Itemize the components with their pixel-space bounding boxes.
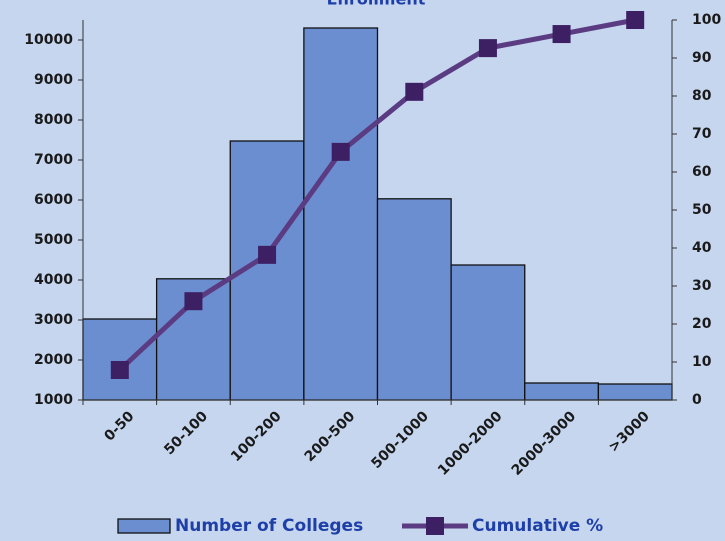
y-tick-label: 1000 <box>34 392 73 408</box>
y-tick-label: 9000 <box>34 72 73 88</box>
legend-label: Cumulative % <box>472 516 603 536</box>
y2-tick-label: 40 <box>692 240 712 256</box>
bar <box>524 382 600 401</box>
y-tick-label: 2000 <box>34 352 73 368</box>
y2-tick-label: 10 <box>692 354 712 370</box>
y-tick-label: 6000 <box>34 192 73 208</box>
y2-tick-label: 100 <box>692 12 721 28</box>
legend-swatch <box>117 518 171 534</box>
bar <box>376 198 452 401</box>
marker <box>184 292 203 311</box>
y-tick-label: 8000 <box>34 112 73 128</box>
y2-tick-label: 20 <box>692 316 712 332</box>
x-tick-label: 500-1000 <box>368 408 432 472</box>
marker <box>331 142 350 161</box>
bar <box>450 264 526 401</box>
x-tick-label: >3000 <box>606 408 653 455</box>
y2-tick-label: 80 <box>692 88 712 104</box>
marker <box>258 245 277 264</box>
y2-tick-label: 0 <box>692 392 702 408</box>
x-tick-label: 50-100 <box>161 408 211 458</box>
y2-tick-label: 60 <box>692 164 712 180</box>
y2-tick-label: 90 <box>692 50 712 66</box>
legend-label: Number of Colleges <box>175 516 363 536</box>
y2-tick-label: 70 <box>692 126 712 142</box>
y2-tick-label: 50 <box>692 202 712 218</box>
y2-tick-label: 30 <box>692 278 712 294</box>
bar <box>82 318 158 401</box>
x-tick-label: 1000-2000 <box>435 408 506 479</box>
x-tick-label: 0-50 <box>101 408 137 444</box>
cumulative-line <box>118 17 636 372</box>
x-tick-label: 100-200 <box>228 408 285 465</box>
bar <box>597 383 673 401</box>
marker <box>478 39 497 58</box>
y-tick-label: 7000 <box>34 152 73 168</box>
marker <box>552 25 571 44</box>
x-tick-label: 2000-3000 <box>509 408 580 479</box>
y-tick-label: 5000 <box>34 232 73 248</box>
marker <box>405 82 424 101</box>
x-tick-label: 200-500 <box>302 408 359 465</box>
chart-title: Enrollment <box>327 0 426 9</box>
marker <box>110 360 129 379</box>
y-tick-label: 10000 <box>24 32 73 48</box>
legend-marker <box>426 517 444 535</box>
marker <box>626 11 645 29</box>
y-tick-label: 4000 <box>34 272 73 288</box>
bar <box>303 27 379 401</box>
y-tick-label: 3000 <box>34 312 73 328</box>
